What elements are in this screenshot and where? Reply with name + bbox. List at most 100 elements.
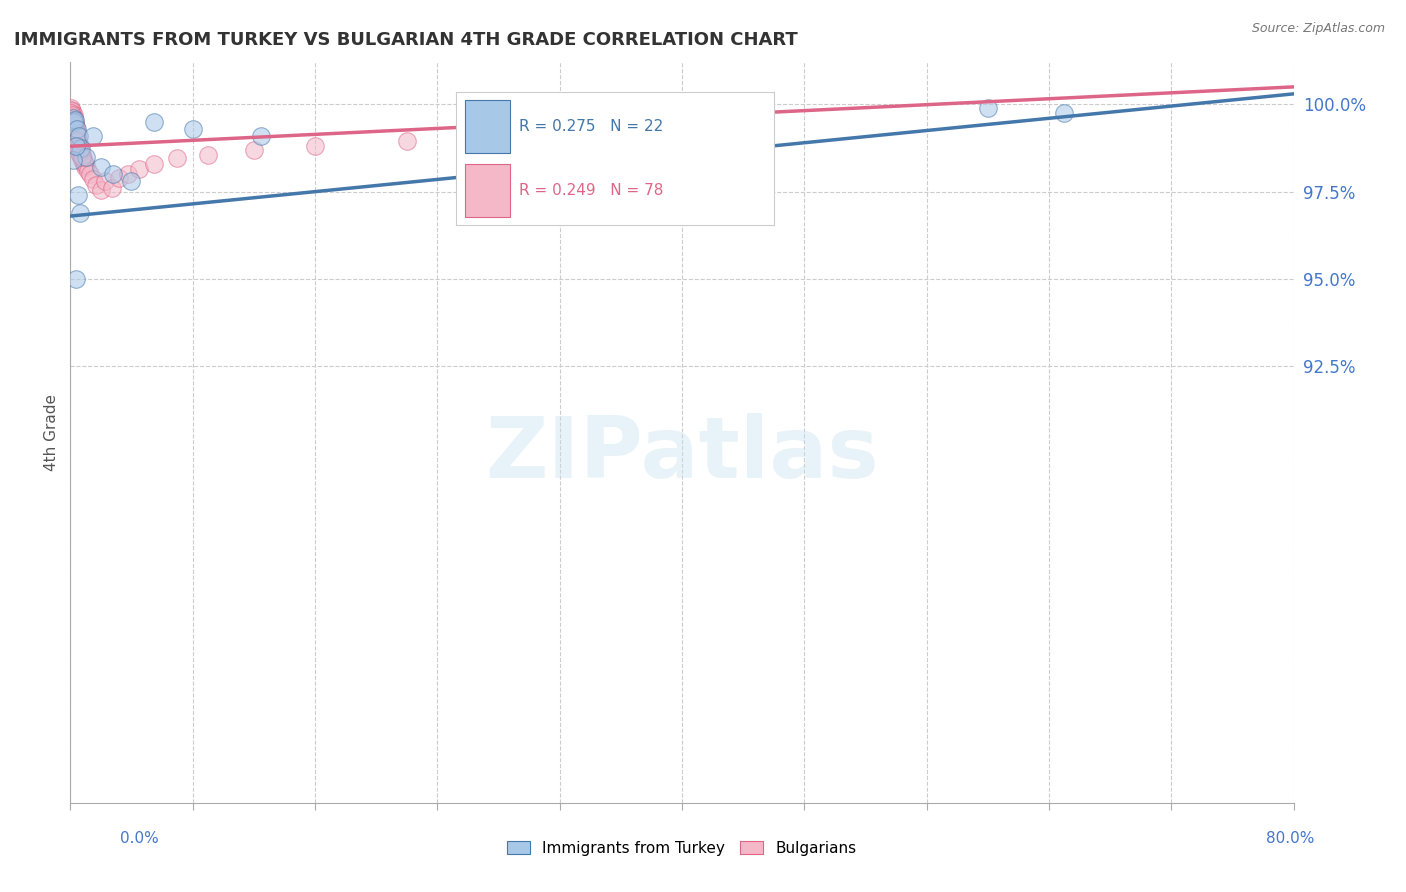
Point xyxy=(65,128,87,143)
Point xyxy=(1053,106,1076,120)
Point xyxy=(60,113,83,128)
Point xyxy=(75,158,97,172)
Point xyxy=(65,132,87,146)
Point xyxy=(59,101,82,115)
Point xyxy=(65,125,87,139)
Point xyxy=(67,145,90,159)
Point xyxy=(66,132,89,146)
Point xyxy=(62,112,84,126)
Text: Source: ZipAtlas.com: Source: ZipAtlas.com xyxy=(1251,22,1385,36)
Point xyxy=(66,188,89,202)
Point xyxy=(69,139,91,153)
Point xyxy=(70,150,93,164)
Text: 0.0%: 0.0% xyxy=(120,831,159,847)
Point xyxy=(67,146,90,161)
Point xyxy=(73,155,96,169)
Point xyxy=(62,113,84,128)
Point xyxy=(66,132,89,146)
Point xyxy=(90,183,112,197)
Point xyxy=(65,272,87,286)
Point xyxy=(62,153,84,168)
Point xyxy=(62,117,84,131)
Point xyxy=(166,152,188,166)
Point xyxy=(65,120,87,134)
Point xyxy=(63,118,86,132)
Point xyxy=(65,139,87,153)
Point xyxy=(94,174,117,188)
Point xyxy=(62,115,84,129)
Point xyxy=(62,117,84,131)
Point xyxy=(66,139,89,153)
Point xyxy=(60,108,83,122)
Point xyxy=(304,139,326,153)
Point xyxy=(65,128,87,143)
Y-axis label: 4th Grade: 4th Grade xyxy=(44,394,59,471)
Point xyxy=(60,110,83,124)
Point xyxy=(60,108,83,122)
Point xyxy=(67,143,90,157)
Point xyxy=(75,160,97,174)
Point xyxy=(100,181,122,195)
Point xyxy=(69,146,91,161)
Point xyxy=(60,104,83,119)
Point xyxy=(62,112,84,126)
Point xyxy=(62,108,84,122)
Point xyxy=(82,128,104,143)
Point xyxy=(143,157,166,171)
Point xyxy=(65,123,87,137)
Point xyxy=(67,141,90,155)
Point xyxy=(84,178,107,192)
Point xyxy=(60,106,83,120)
Point xyxy=(65,128,87,143)
Point xyxy=(70,153,93,168)
Point xyxy=(250,128,273,143)
Point xyxy=(62,113,84,128)
Point xyxy=(63,125,86,139)
Point xyxy=(67,128,90,143)
Point xyxy=(69,143,91,157)
Point xyxy=(65,125,87,139)
Point xyxy=(63,115,86,129)
Point xyxy=(63,115,86,129)
Point xyxy=(77,163,100,178)
Point xyxy=(79,167,101,181)
Point xyxy=(128,161,150,176)
Point xyxy=(60,103,83,117)
Point xyxy=(63,113,86,128)
Point xyxy=(976,101,998,115)
Point xyxy=(63,115,86,129)
Text: 80.0%: 80.0% xyxy=(1267,831,1315,847)
Point xyxy=(63,113,86,128)
Point xyxy=(66,121,89,136)
Point xyxy=(63,121,86,136)
Point xyxy=(108,170,131,185)
Point xyxy=(66,137,89,152)
Point xyxy=(66,136,89,150)
Point xyxy=(72,152,94,166)
Point xyxy=(90,160,112,174)
Point xyxy=(69,148,91,162)
Point xyxy=(63,118,86,132)
Point xyxy=(66,127,89,141)
Point xyxy=(69,205,91,219)
Point xyxy=(63,121,86,136)
Text: IMMIGRANTS FROM TURKEY VS BULGARIAN 4TH GRADE CORRELATION CHART: IMMIGRANTS FROM TURKEY VS BULGARIAN 4TH … xyxy=(14,31,797,49)
Legend: Immigrants from Turkey, Bulgarians: Immigrants from Turkey, Bulgarians xyxy=(501,835,863,862)
Point xyxy=(67,141,90,155)
Point xyxy=(181,121,204,136)
Point xyxy=(66,134,89,148)
Point xyxy=(63,117,86,131)
Point xyxy=(65,121,87,136)
Point xyxy=(121,174,143,188)
Point xyxy=(143,115,166,129)
Point xyxy=(243,143,266,157)
Point xyxy=(75,150,97,164)
Point xyxy=(117,167,139,181)
Point xyxy=(60,106,83,120)
Point xyxy=(62,110,84,124)
Text: ZIPatlas: ZIPatlas xyxy=(485,413,879,496)
Point xyxy=(63,112,86,126)
Point xyxy=(197,148,219,162)
Point xyxy=(70,150,93,164)
Point xyxy=(70,148,93,162)
